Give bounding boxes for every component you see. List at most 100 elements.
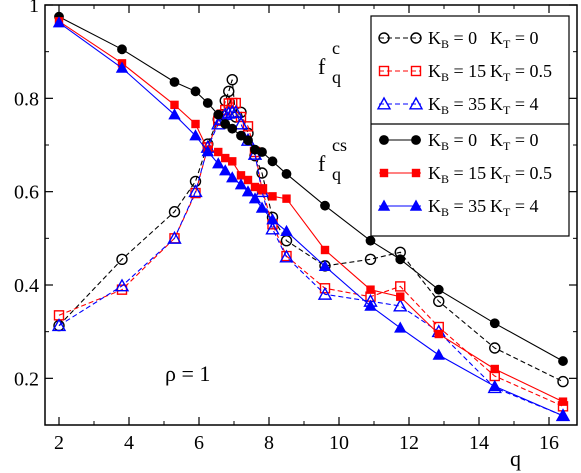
legend-fcs-sub: q (332, 164, 341, 184)
legend-fc-sup: c (332, 38, 340, 58)
data-point (395, 254, 406, 265)
data-point (241, 185, 255, 197)
data-point (393, 298, 408, 312)
data-point (434, 329, 443, 339)
data-point (214, 147, 223, 157)
data-point (266, 213, 279, 225)
data-point (243, 135, 253, 146)
data-point (318, 259, 332, 272)
data-point (256, 167, 268, 179)
legend-kb-label: KB = 35 (428, 196, 486, 219)
data-point (228, 157, 237, 166)
data-point (433, 284, 444, 295)
data-point (433, 295, 445, 308)
data-point (320, 200, 330, 211)
data-point (233, 116, 249, 130)
data-point (364, 253, 377, 266)
data-point (557, 375, 569, 388)
x-tick-label: 6 (194, 432, 204, 454)
series-layer (51, 11, 571, 422)
data-point (242, 121, 254, 132)
data-point (243, 175, 253, 185)
data-point (116, 253, 128, 266)
legend-kb-label: KB = 15 (428, 61, 486, 84)
data-point (220, 119, 231, 129)
data-point (228, 104, 243, 118)
series-line (58, 102, 564, 407)
data-point (489, 342, 501, 354)
series-line (58, 111, 564, 417)
x-tick-label: 4 (124, 432, 134, 454)
data-point (213, 109, 224, 120)
y-tick-label: 0.6 (14, 182, 39, 204)
data-point (268, 192, 277, 201)
legend: KB = 0 KT = 0KB = 15 KT = 0.5KB = 35 KT = 4… (370, 15, 570, 237)
rho-annotation: ρ = 1 (165, 361, 210, 386)
data-point (223, 85, 235, 98)
legend-label-fc: f c q (318, 38, 341, 87)
data-point (255, 201, 269, 213)
legend-marker-left (379, 135, 389, 145)
data-point (201, 145, 214, 157)
legend-marker-left (378, 32, 390, 44)
data-point (191, 119, 200, 129)
data-point (169, 77, 180, 87)
data-point (490, 364, 499, 374)
data-point (395, 281, 406, 292)
data-point (234, 178, 248, 190)
legend-fc-base: f (318, 54, 326, 79)
data-point (250, 182, 260, 192)
series-fcs-kb-35 (52, 16, 570, 421)
x-tick-label: 12 (399, 432, 419, 454)
data-point (280, 234, 293, 247)
legend-kt-label: KT = 0.5 (490, 61, 552, 84)
legend-fc-sub: q (332, 67, 341, 87)
data-point (168, 206, 181, 218)
plot-frame (44, 4, 578, 426)
legend-entry: KB = 0 KT = 0 (378, 28, 539, 51)
data-point (52, 16, 66, 28)
legend-kt-label: KT = 4 (490, 196, 539, 219)
legend-kb-label: KB = 0 (428, 28, 477, 51)
data-point (51, 318, 67, 332)
data-point (558, 356, 568, 366)
legend-entry: KB = 0 KT = 0 (379, 130, 539, 153)
data-point (227, 123, 238, 134)
y-tick-label: 0.4 (14, 275, 39, 297)
legend-kt-label: KT = 0.5 (490, 163, 552, 186)
data-point (556, 409, 570, 421)
data-point (366, 285, 375, 294)
data-point (226, 73, 238, 86)
data-point (257, 147, 267, 157)
data-point (114, 278, 130, 292)
data-point (279, 249, 294, 263)
legend-marker-left (378, 65, 390, 77)
legend-kb-label: KB = 15 (428, 163, 486, 186)
data-point (365, 235, 376, 246)
y-tick-label: 0.8 (14, 88, 39, 110)
data-point (236, 171, 246, 180)
data-point (248, 192, 262, 204)
legend-marker-left (377, 199, 391, 211)
data-point (189, 129, 202, 141)
data-point (396, 292, 405, 301)
legend-marker-right (408, 96, 424, 110)
legend-marker-right (411, 168, 421, 178)
legend-kb-label: KB = 35 (428, 94, 486, 117)
data-point (190, 86, 201, 97)
legend-box (370, 15, 570, 237)
data-point (168, 108, 181, 120)
data-point (432, 348, 445, 360)
x-tick-label: 8 (264, 432, 274, 454)
data-point (280, 224, 293, 237)
data-point (257, 185, 267, 194)
data-point (167, 230, 182, 244)
legend-marker-left (379, 168, 389, 178)
data-point (282, 194, 291, 203)
data-point (188, 184, 203, 198)
data-point (236, 130, 246, 141)
legend-fcs-base: f (318, 151, 326, 176)
x-tick-label: 10 (329, 432, 349, 454)
data-point (117, 44, 127, 55)
data-point (170, 100, 179, 110)
